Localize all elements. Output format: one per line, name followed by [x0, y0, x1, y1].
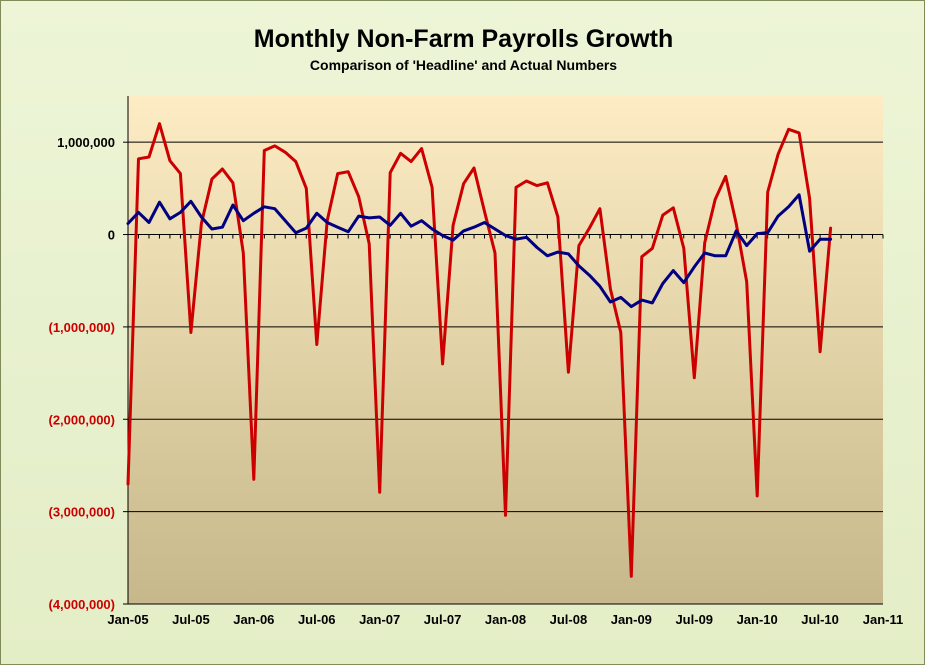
x-tick-label: Jul-08	[550, 612, 588, 627]
x-tick-label: Jul-10	[801, 612, 839, 627]
y-tick-label: 0	[108, 228, 115, 243]
x-tick-label: Jan-08	[485, 612, 526, 627]
x-tick-label: Jan-10	[737, 612, 778, 627]
y-tick-label: (2,000,000)	[49, 412, 116, 427]
x-tick-label: Jan-07	[359, 612, 400, 627]
x-tick-labels: Jan-05 Jul-05 Jan-06 Jul-06 Jan-07 Jul-07 Jan-…	[107, 612, 903, 627]
series-line-actual	[126, 122, 833, 578]
x-tick-label: Jan-09	[611, 612, 652, 627]
y-tick-label: 1,000,000	[57, 135, 115, 150]
x-tick-label: Jul-06	[298, 612, 336, 627]
plot-area	[128, 96, 883, 604]
x-tick-label: Jul-07	[424, 612, 462, 627]
x-tick-label: Jan-06	[233, 612, 274, 627]
y-tick-label: (3,000,000)	[49, 505, 116, 520]
chart-subtitle: Comparison of 'Headline' and Actual Numb…	[309, 57, 618, 73]
x-tick-label: Jul-05	[172, 612, 210, 627]
chart-title: Monthly Non-Farm Payrolls Growth	[253, 25, 674, 53]
x-tick-label: Jan-11	[863, 612, 903, 627]
x-tick-label: Jul-09	[675, 612, 713, 627]
y-tick-label: (4,000,000)	[49, 597, 116, 612]
x-tick-label: Jan-05	[107, 612, 148, 627]
y-tick-labels: 1,000,000 0 (1,000,000) (2,000,000) (3,000,0…	[49, 135, 116, 612]
y-tick-label: (1,000,000)	[49, 320, 116, 335]
series-line-headline	[126, 193, 833, 309]
series-layer	[126, 122, 833, 578]
